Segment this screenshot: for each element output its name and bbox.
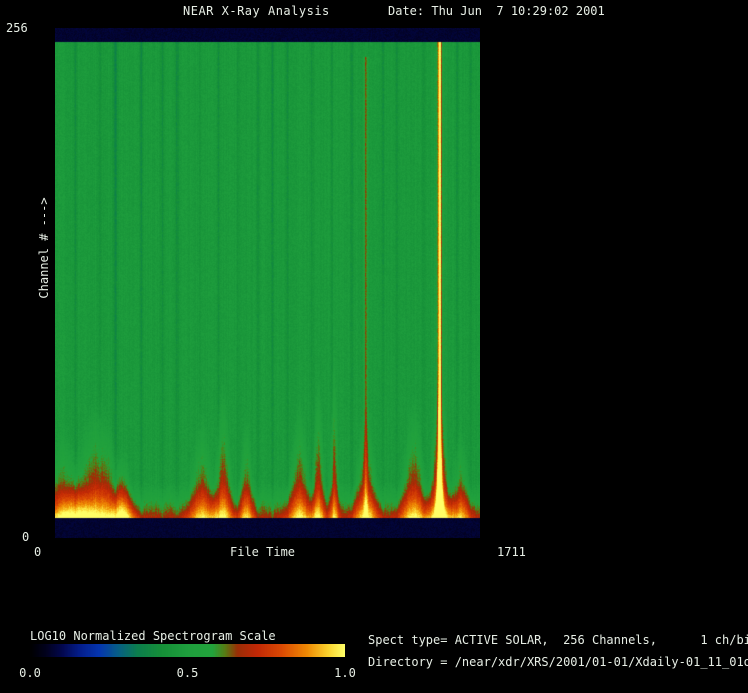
spect-type-label: Spect type= ACTIVE SOLAR, 256 Channels, … (368, 633, 748, 647)
page-title: NEAR X-Ray Analysis (183, 4, 330, 18)
date-label: Date: Thu Jun 7 10:29:02 2001 (388, 4, 605, 18)
y-axis-max-label: 256 (6, 21, 28, 35)
colorbar-ticks: 0.0 0.5 1.0 (19, 666, 356, 680)
colorbar-tick-max: 1.0 (334, 666, 356, 680)
y-axis-title: Channel # ---> (37, 197, 51, 299)
x-axis-min-label: 0 (34, 545, 42, 559)
colorbar-label: LOG10 Normalized Spectrogram Scale (30, 629, 276, 643)
colorbar-tick-min: 0.0 (19, 666, 41, 680)
spectrogram-canvas (55, 28, 480, 538)
directory-label: Directory = /near/xdr/XRS/2001/01-01/Xda… (368, 655, 748, 669)
colorbar-canvas (30, 644, 345, 657)
colorbar-tick-mid: 0.5 (176, 666, 199, 680)
y-axis-min-label: 0 (22, 530, 30, 544)
x-axis-title: File Time (230, 545, 296, 559)
x-axis-max-label: 1711 (497, 545, 526, 559)
